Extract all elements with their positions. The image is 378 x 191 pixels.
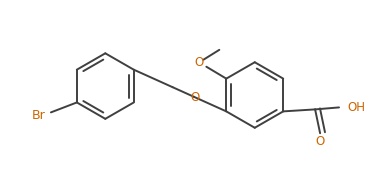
Text: Br: Br [32,109,46,122]
Text: OH: OH [347,101,365,114]
Text: O: O [316,135,325,148]
Text: O: O [195,56,204,69]
Text: O: O [190,91,200,104]
